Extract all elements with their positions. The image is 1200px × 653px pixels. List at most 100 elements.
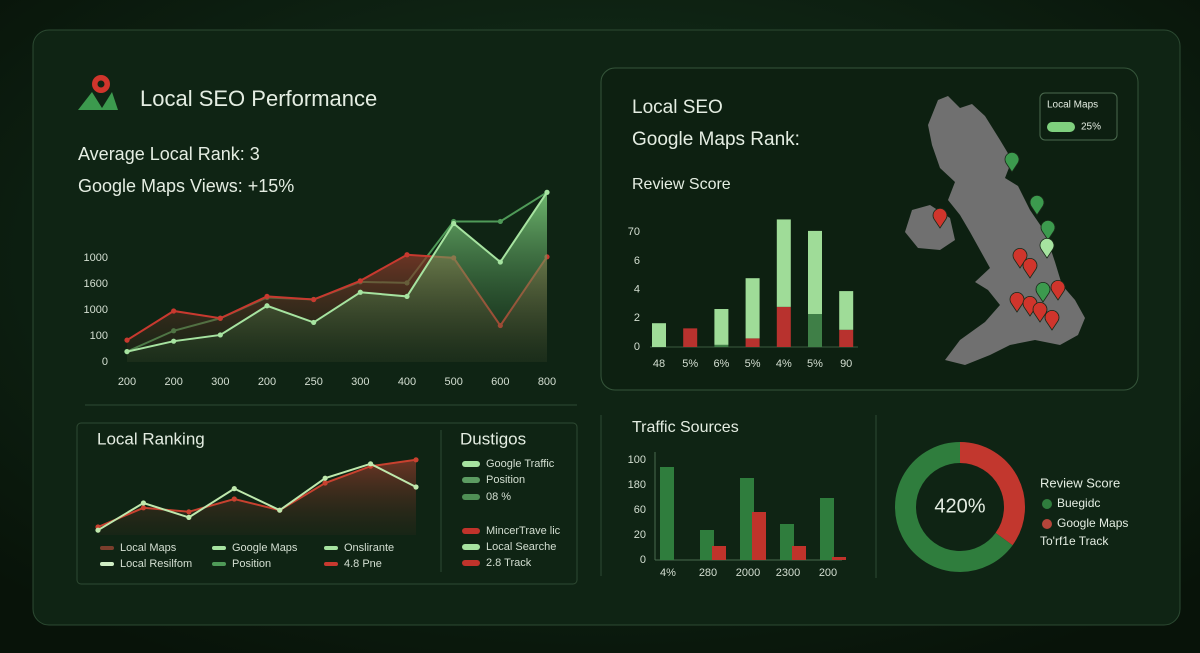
y-tick-label: 1000	[84, 304, 108, 316]
bar	[740, 478, 754, 560]
point	[124, 337, 130, 343]
legend-title: Dustigos	[460, 429, 526, 448]
stat: Average Local Rank: 3	[78, 144, 260, 164]
bar	[808, 230, 822, 315]
bar	[712, 546, 726, 560]
legend-swatch	[100, 546, 114, 550]
y-tick-label: 2	[634, 312, 640, 324]
bar	[700, 530, 714, 560]
logo	[78, 75, 118, 110]
legend-label: 08 %	[486, 491, 511, 503]
legend-label: Local Maps	[120, 542, 177, 554]
map-pin	[1050, 279, 1066, 301]
map-pin	[1032, 301, 1048, 323]
map-legend-title: Local Maps	[1047, 100, 1098, 111]
x-tick-label: 6%	[713, 358, 729, 370]
bar	[780, 524, 794, 560]
donut-center-label: 420%	[934, 495, 985, 517]
x-tick-label: 800	[538, 376, 556, 388]
legend-swatch	[212, 546, 226, 550]
point	[497, 259, 503, 265]
point	[413, 457, 419, 463]
point	[311, 319, 317, 326]
title: Local SEO Performance	[140, 86, 377, 111]
y-tick-label: 100	[90, 330, 108, 342]
x-tick-label: 4%	[776, 358, 792, 370]
legend-swatch	[324, 546, 338, 550]
legend-label: 4.8 Pne	[344, 558, 382, 570]
x-tick-label: 5%	[807, 358, 823, 370]
area	[98, 459, 416, 535]
x-tick-label: 280	[699, 567, 717, 579]
legend-swatch	[100, 562, 114, 566]
y-tick-label: 4	[634, 284, 640, 296]
map-pin	[932, 207, 948, 229]
point	[404, 293, 410, 300]
x-tick-label: 200	[819, 567, 837, 579]
legend-label: Google Maps	[1057, 516, 1128, 530]
point	[404, 252, 410, 258]
x-tick-label: 600	[491, 376, 509, 388]
point	[140, 505, 147, 511]
x-tick-label: 48	[653, 358, 665, 370]
x-tick-label: 300	[211, 376, 229, 388]
y-tick-label: 0	[640, 554, 646, 566]
y-tick-label: 70	[628, 226, 640, 238]
point	[124, 348, 130, 355]
y-tick-label: 180	[628, 479, 646, 491]
point	[171, 338, 177, 344]
x-tick-label: 2000	[736, 567, 760, 579]
ranking-panel	[76, 422, 578, 585]
legend-swatch	[462, 528, 480, 534]
legend-label: 2.8 Track	[486, 557, 532, 569]
y-tick-label: 60	[634, 504, 646, 516]
bar	[839, 291, 854, 330]
legend-label: MincerTrave lic	[486, 525, 561, 537]
x-tick-label: 200	[118, 376, 136, 388]
legend-label: Google Maps	[232, 542, 298, 554]
chart-title: Local Ranking	[97, 429, 205, 448]
point	[357, 289, 363, 295]
map-pin	[1012, 247, 1028, 269]
legend-swatch	[1042, 499, 1052, 509]
logo-mark	[78, 92, 118, 110]
y-tick-label: 100	[628, 454, 646, 466]
map-pin	[1022, 257, 1038, 279]
map-legend-swatch	[1047, 122, 1075, 132]
bar	[745, 278, 760, 339]
bar	[820, 498, 834, 560]
bar	[776, 219, 791, 307]
legend-label: To'rf1e Track	[1040, 534, 1109, 548]
point	[186, 514, 192, 521]
bar	[839, 329, 854, 347]
bar	[776, 306, 791, 347]
line	[97, 462, 417, 532]
y-tick-label: 20	[634, 529, 646, 541]
point	[497, 218, 503, 225]
x-tick-label: 200	[258, 376, 276, 388]
y-tick-label: 6	[634, 255, 640, 267]
x-tick-label: 90	[840, 358, 852, 370]
point	[277, 507, 283, 513]
x-tick-label: 400	[398, 376, 416, 388]
area	[127, 192, 547, 362]
bar	[808, 314, 822, 347]
x-tick-label: 200	[164, 376, 182, 388]
point	[311, 296, 317, 303]
x-tick-label: 4%	[660, 567, 676, 579]
point	[171, 308, 177, 314]
legend-swatch	[212, 562, 226, 566]
legend-label: Google Traffic	[486, 458, 555, 470]
point	[140, 500, 147, 506]
bar	[832, 557, 846, 560]
map-pin	[1044, 309, 1060, 331]
legend-swatch	[324, 562, 338, 566]
y-tick-label: 1000	[84, 252, 108, 264]
x-tick-label: 5%	[745, 358, 761, 370]
map-pin	[1039, 237, 1055, 259]
legend-swatch	[462, 560, 480, 566]
line	[97, 458, 417, 528]
point	[322, 475, 328, 481]
x-tick-label: 250	[304, 376, 322, 388]
bar	[714, 309, 729, 345]
